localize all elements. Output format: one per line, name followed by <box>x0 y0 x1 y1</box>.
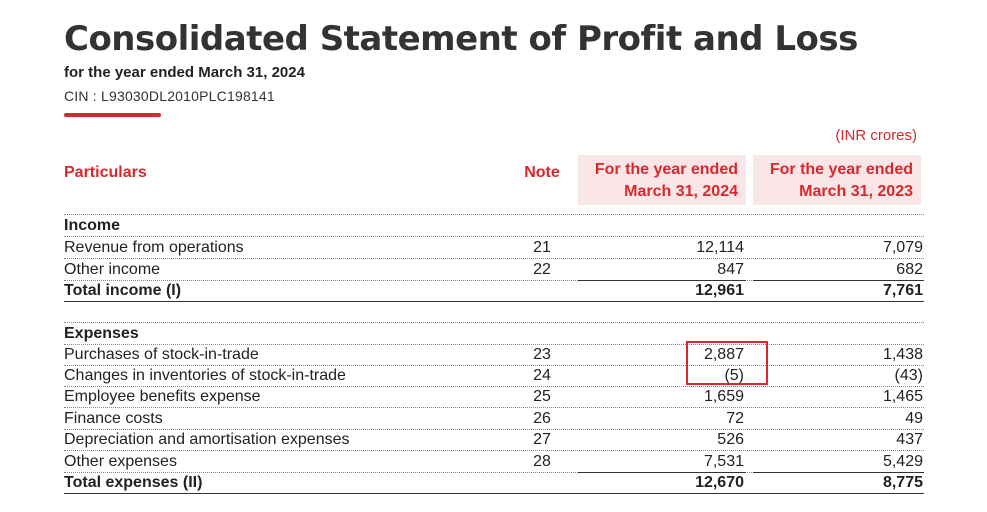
column-header-fy2024-line2: March 31, 2024 <box>624 183 738 200</box>
section-heading-income: Income <box>64 215 924 237</box>
row-value-fy2024: 12,114 <box>696 239 744 256</box>
column-header-fy2023-line1: For the year ended <box>769 161 913 178</box>
row-note: 23 <box>533 346 551 363</box>
total-overline-fy2023 <box>753 280 924 281</box>
table-row: Other income 22 847 682 <box>64 259 924 281</box>
row-value-fy2024: 526 <box>717 431 744 448</box>
row-label: Depreciation and amortisation expenses <box>64 431 350 448</box>
row-note: 25 <box>533 388 551 405</box>
row-label: Total income (I) <box>64 282 182 299</box>
row-label: Other income <box>64 261 161 278</box>
row-value-fy2024: 12,961 <box>695 282 744 299</box>
total-row-income: Total income (I) 12,961 7,761 <box>64 280 924 302</box>
column-header-fy2024: For the year ended March 31, 2024 <box>578 155 746 205</box>
accent-underline <box>64 113 161 117</box>
row-note: 24 <box>533 367 551 384</box>
row-value-fy2024: (5) <box>724 367 744 384</box>
total-overline-fy2023 <box>753 472 924 473</box>
row-value-fy2023: 1,438 <box>882 346 923 363</box>
row-label: Changes in inventories of stock-in-trade <box>64 367 346 384</box>
row-label: Finance costs <box>64 410 163 427</box>
total-overline-fy2024 <box>578 472 746 473</box>
section-top-rule <box>64 322 924 323</box>
row-value-fy2023: 7,079 <box>882 239 923 256</box>
total-overline-fy2024 <box>578 280 746 281</box>
row-value-fy2023: 1,465 <box>882 388 923 405</box>
column-header-fy2023: For the year ended March 31, 2023 <box>753 155 921 205</box>
page-title: Consolidated Statement of Profit and Los… <box>64 19 858 59</box>
row-note: 26 <box>533 410 551 427</box>
row-value-fy2023: 8,775 <box>882 474 923 491</box>
column-header-note: Note <box>524 164 560 181</box>
row-value-fy2023: 7,761 <box>882 282 923 299</box>
table-row: Other expenses 28 7,531 5,429 <box>64 451 924 473</box>
table-row: Revenue from operations 21 12,114 7,079 <box>64 237 924 259</box>
total-row-expenses: Total expenses (II) 12,670 8,775 <box>64 472 924 494</box>
row-note: 28 <box>533 453 551 470</box>
table-row: Purchases of stock-in-trade 23 2,887 1,4… <box>64 344 924 366</box>
row-value-fy2024: 847 <box>717 261 744 278</box>
section-label: Expenses <box>64 325 139 342</box>
row-label: Other expenses <box>64 453 177 470</box>
table-row: Employee benefits expense 25 1,659 1,465 <box>64 386 924 408</box>
section-label: Income <box>64 217 121 234</box>
section-heading-expenses: Expenses <box>64 323 924 345</box>
table-top-rule <box>64 214 924 215</box>
row-value-fy2024: 2,887 <box>703 346 744 363</box>
row-value-fy2024: 7,531 <box>703 453 744 470</box>
row-note: 21 <box>533 239 551 256</box>
table-row: Depreciation and amortisation expenses 2… <box>64 429 924 451</box>
row-label: Total expenses (II) <box>64 474 203 491</box>
highlight-annotation-box <box>686 341 768 385</box>
column-header-particulars: Particulars <box>64 164 147 181</box>
period-subtitle: for the year ended March 31, 2024 <box>64 64 305 81</box>
row-value-fy2023: (43) <box>894 367 923 384</box>
table-row: Finance costs 26 72 49 <box>64 408 924 430</box>
row-value-fy2024: 12,670 <box>695 474 744 491</box>
row-note: 22 <box>533 261 551 278</box>
row-value-fy2023: 49 <box>905 410 923 427</box>
row-value-fy2023: 437 <box>896 431 923 448</box>
cin-number: CIN : L93030DL2010PLC198141 <box>64 88 275 104</box>
row-label: Revenue from operations <box>64 239 244 256</box>
row-label: Purchases of stock-in-trade <box>64 346 259 363</box>
row-value-fy2024: 72 <box>726 410 744 427</box>
units-label: (INR crores) <box>835 127 917 144</box>
row-note: 27 <box>533 431 551 448</box>
row-value-fy2023: 5,429 <box>882 453 923 470</box>
column-header-fy2024-line1: For the year ended <box>594 161 738 178</box>
column-header-fy2023-line2: March 31, 2023 <box>799 183 913 200</box>
row-value-fy2024: 1,659 <box>703 388 744 405</box>
row-label: Employee benefits expense <box>64 388 261 405</box>
row-value-fy2023: 682 <box>896 261 923 278</box>
table-row: Changes in inventories of stock-in-trade… <box>64 365 924 387</box>
